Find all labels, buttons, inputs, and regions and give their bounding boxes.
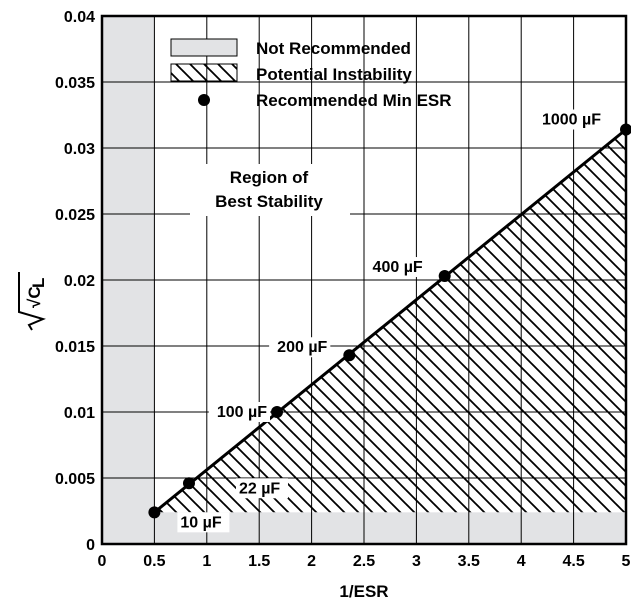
point-label-1: 22 µF [239, 480, 280, 497]
point-label-backdrop-5 [533, 109, 604, 130]
point-label-backdrop-2 [208, 402, 271, 422]
y-axis-label: √C L [18, 272, 48, 331]
data-point-4 [438, 270, 451, 283]
point-label-5: 1000 µF [542, 112, 601, 129]
plot-frame [100, 14, 628, 546]
grid-lines [102, 16, 626, 544]
y-axis-label-main: √C [25, 286, 44, 308]
y-tick-label-4: 0.02 [64, 273, 95, 290]
region-label-line-2: Best Stability [215, 192, 323, 211]
legend-label-not-recommended: Not Recommended [256, 39, 411, 58]
x-tick-label-1: 0.5 [143, 553, 165, 570]
data-point-3 [343, 349, 356, 362]
data-point-0 [148, 506, 161, 519]
point-label-backdrop-4 [364, 257, 426, 278]
y-tick-label-3: 0.015 [55, 339, 95, 356]
point-label-backdrop-1 [235, 478, 288, 499]
y-tick-label-5: 0.025 [55, 207, 95, 224]
x-tick-label-8: 4 [517, 553, 526, 570]
point-label-0: 10 µF [180, 514, 221, 531]
min-esr-line [153, 128, 627, 514]
point-label-backdrop-0 [177, 512, 230, 533]
point-label-3: 200 µF [277, 339, 327, 356]
x-tick-label-5: 2.5 [353, 553, 375, 570]
x-tick-label-9: 4.5 [562, 553, 584, 570]
x-tick-label-4: 2 [307, 553, 316, 570]
y-tick-label-1: 0.005 [55, 471, 95, 488]
axis-ticks: 0 0.5 1 1.5 2 2.5 3 3.5 4 4.5 5 0 0.005 0.01 0.015 0.02… [55, 9, 631, 570]
point-label-backdrop-3 [269, 337, 331, 358]
x-axis-label: 1/ESR [339, 582, 388, 601]
legend-swatch-not-recommended [170, 38, 238, 57]
y-tick-label-6: 0.03 [64, 141, 95, 158]
y-tick-label-7: 0.035 [55, 75, 95, 92]
radical-sign [18, 272, 46, 331]
y-tick-label-8: 0.04 [64, 9, 95, 26]
min-esr-series: 10 µF 22 µF 100 µF 200 µF 400 µF 1000 µF [148, 109, 631, 533]
y-tick-label-0: 0 [86, 537, 95, 554]
region-label-line-1: Region of [230, 168, 309, 187]
x-tick-label-7: 3.5 [458, 553, 480, 570]
point-label-4: 400 µF [373, 259, 423, 276]
x-tick-label-6: 3 [412, 553, 421, 570]
region-label-backdrop [190, 164, 350, 216]
legend-label-recommended-min-esr: Recommended Min ESR [256, 91, 452, 110]
x-tick-label-2: 1 [202, 553, 211, 570]
y-tick-label-2: 0.01 [64, 405, 95, 422]
data-point-1 [182, 477, 195, 490]
data-point-2 [271, 406, 284, 418]
legend-label-potential-instability: Potential Instability [256, 65, 412, 84]
x-tick-label-3: 1.5 [248, 553, 270, 570]
point-label-2: 100 µF [217, 404, 267, 421]
y-axis-label-sub: L [29, 278, 48, 288]
x-tick-label-0: 0 [98, 553, 107, 570]
legend: Not Recommended Potential Instability Re… [170, 38, 452, 110]
legend-swatch-potential-instability [170, 63, 238, 82]
legend-marker-recommended-min-esr [198, 94, 210, 106]
region-annotation: Region of Best Stability [190, 164, 350, 216]
x-tick-label-10: 5 [622, 553, 631, 570]
